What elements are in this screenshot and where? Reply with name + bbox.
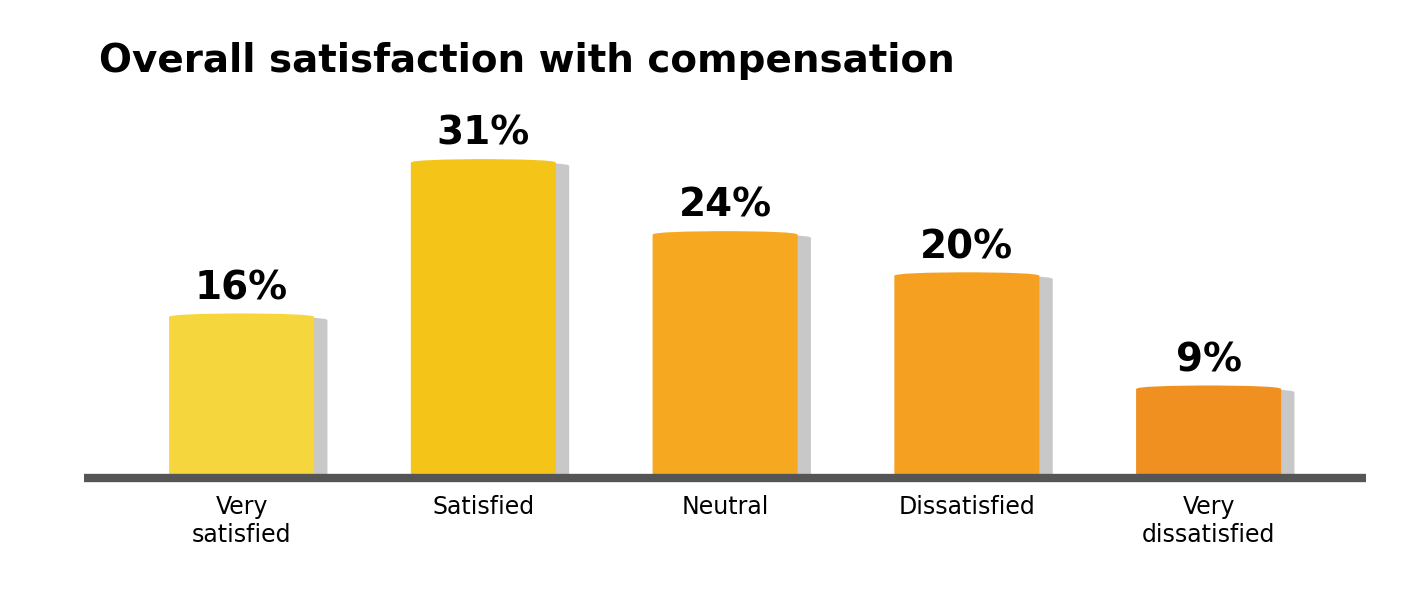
FancyBboxPatch shape xyxy=(908,275,1053,481)
FancyBboxPatch shape xyxy=(411,159,556,478)
Text: 20%: 20% xyxy=(921,228,1014,266)
Text: 9%: 9% xyxy=(1176,341,1242,379)
FancyBboxPatch shape xyxy=(652,231,798,478)
Text: 16%: 16% xyxy=(196,269,289,307)
FancyBboxPatch shape xyxy=(1149,389,1294,481)
FancyBboxPatch shape xyxy=(1136,386,1281,478)
Text: 24%: 24% xyxy=(679,187,772,225)
FancyBboxPatch shape xyxy=(894,272,1039,478)
FancyBboxPatch shape xyxy=(169,313,314,478)
FancyBboxPatch shape xyxy=(183,316,328,481)
Text: 31%: 31% xyxy=(436,115,529,153)
Text: Overall satisfaction with compensation: Overall satisfaction with compensation xyxy=(99,42,955,80)
FancyBboxPatch shape xyxy=(666,234,811,481)
FancyBboxPatch shape xyxy=(424,162,569,481)
